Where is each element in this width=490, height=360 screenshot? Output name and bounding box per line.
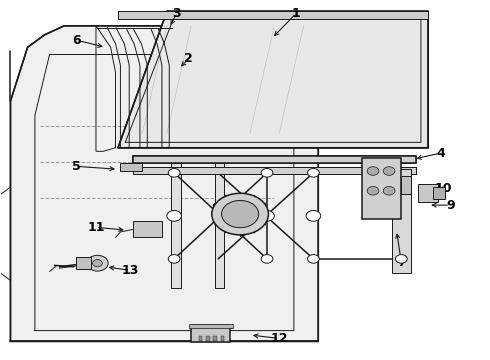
- Circle shape: [308, 168, 319, 177]
- Circle shape: [168, 168, 180, 177]
- Text: 7: 7: [397, 256, 406, 269]
- Polygon shape: [213, 336, 217, 341]
- Polygon shape: [401, 176, 411, 194]
- Circle shape: [261, 255, 273, 263]
- Polygon shape: [133, 221, 162, 237]
- Circle shape: [212, 211, 227, 221]
- Polygon shape: [392, 169, 411, 273]
- Polygon shape: [133, 156, 416, 163]
- Circle shape: [367, 167, 379, 175]
- Text: 13: 13: [122, 264, 139, 277]
- Circle shape: [383, 167, 395, 175]
- Circle shape: [367, 186, 379, 195]
- Circle shape: [87, 255, 108, 271]
- Polygon shape: [191, 325, 230, 342]
- Text: 10: 10: [434, 183, 452, 195]
- Polygon shape: [10, 26, 318, 341]
- Text: 9: 9: [446, 199, 455, 212]
- Text: 4: 4: [436, 147, 445, 159]
- Circle shape: [395, 255, 407, 263]
- Polygon shape: [121, 163, 143, 171]
- Circle shape: [261, 168, 273, 177]
- Circle shape: [168, 255, 180, 263]
- Text: 2: 2: [184, 51, 193, 64]
- Circle shape: [221, 201, 259, 228]
- Polygon shape: [133, 167, 416, 174]
- Circle shape: [167, 211, 181, 221]
- Text: 11: 11: [87, 221, 105, 234]
- Circle shape: [260, 211, 274, 221]
- Circle shape: [383, 186, 395, 195]
- Polygon shape: [118, 12, 428, 148]
- Text: 8: 8: [211, 202, 220, 215]
- Text: 3: 3: [172, 7, 181, 20]
- Circle shape: [306, 211, 321, 221]
- Text: 6: 6: [72, 33, 81, 47]
- Polygon shape: [118, 12, 428, 19]
- Circle shape: [93, 260, 102, 267]
- Polygon shape: [220, 336, 224, 341]
- Polygon shape: [198, 336, 202, 341]
- Text: 5: 5: [72, 160, 81, 173]
- Polygon shape: [215, 163, 224, 288]
- Polygon shape: [362, 158, 401, 220]
- Polygon shape: [433, 187, 445, 199]
- Polygon shape: [418, 184, 438, 202]
- Polygon shape: [171, 163, 180, 288]
- Polygon shape: [189, 324, 233, 328]
- Text: 12: 12: [270, 332, 288, 345]
- Circle shape: [212, 193, 269, 235]
- Circle shape: [308, 255, 319, 263]
- Polygon shape: [76, 257, 91, 269]
- Text: 1: 1: [292, 7, 301, 20]
- Polygon shape: [206, 336, 210, 341]
